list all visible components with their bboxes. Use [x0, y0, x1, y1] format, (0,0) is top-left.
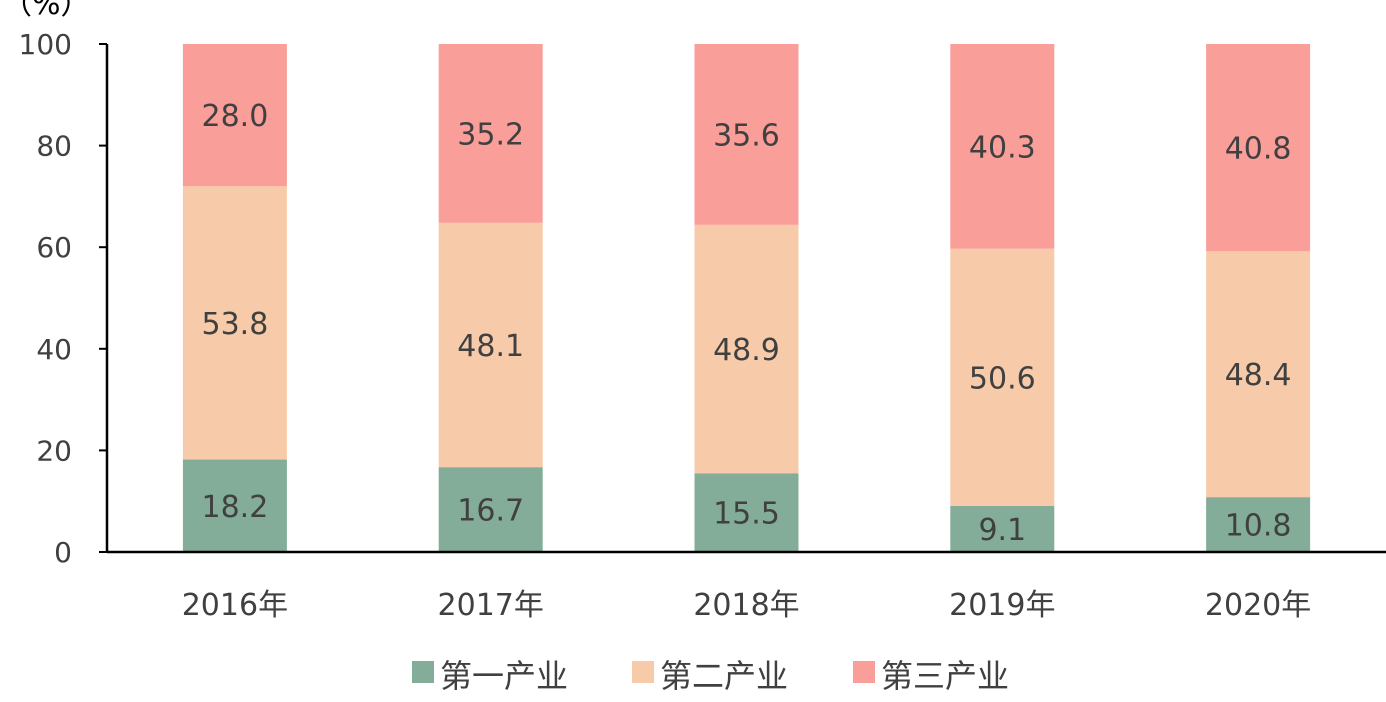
value-label: 40.8 [1225, 132, 1292, 167]
y-tick-label: 100 [19, 28, 72, 61]
legend: 第一产业 第二产业 第三产业 [412, 657, 1009, 695]
x-category-label: 2017年 [438, 588, 544, 623]
value-labels-group: 18.2 53.8 28.0 16.7 48.1 35.2 15.5 48.9 35.6 9.1 5… [202, 99, 1292, 548]
value-label: 35.2 [457, 117, 524, 152]
bar-segment-3 [694, 44, 799, 225]
y-tick-label: 80 [36, 130, 72, 163]
bar-segment-3 [182, 44, 287, 187]
legend-swatch [853, 661, 875, 683]
value-label: 18.2 [202, 490, 269, 525]
bar-segment-2 [950, 248, 1055, 506]
bar-segment-1 [694, 473, 799, 552]
value-label: 16.7 [457, 494, 524, 529]
legend-label: 第三产业 [881, 657, 1009, 695]
x-category-label: 2019年 [949, 588, 1055, 623]
bars-group [182, 44, 1311, 552]
bar-segment-2 [182, 186, 287, 460]
x-category-label: 2020年 [1205, 588, 1311, 623]
value-label: 9.1 [978, 513, 1026, 548]
value-label: 10.8 [1225, 509, 1292, 544]
bar-segment-1 [1206, 497, 1311, 552]
value-label: 40.3 [969, 130, 1036, 165]
bar-segment-1 [950, 505, 1055, 552]
value-label: 28.0 [202, 99, 269, 134]
bar-segment-2 [694, 224, 799, 474]
y-tick-label: 60 [36, 231, 72, 264]
bar-segment-1 [182, 459, 287, 552]
bar-segment-2 [438, 222, 543, 468]
x-category-label: 2018年 [693, 588, 799, 623]
bar-segment-3 [438, 44, 543, 223]
y-axis-unit-label: （%） [2, 0, 91, 22]
value-label: 48.1 [457, 329, 524, 364]
legend-swatch [412, 661, 434, 683]
bar-segment-3 [1206, 44, 1311, 252]
value-label: 15.5 [713, 497, 780, 532]
bar-segment-3 [950, 44, 1055, 249]
value-label: 50.6 [969, 361, 1036, 396]
x-category-label: 2016年 [182, 588, 288, 623]
y-tick-label: 20 [36, 434, 72, 467]
bar-segment-1 [438, 467, 543, 552]
legend-label: 第一产业 [440, 657, 568, 695]
x-axis: 2016年 2017年 2018年 2019年 2020年 [107, 550, 1386, 623]
bar-segment-2 [1206, 251, 1311, 498]
value-label: 48.9 [713, 333, 780, 368]
value-label: 48.4 [1225, 358, 1292, 393]
y-tick-label: 0 [54, 536, 72, 569]
value-label: 53.8 [202, 307, 269, 342]
legend-swatch [632, 661, 654, 683]
y-tick-label: 40 [36, 333, 72, 366]
y-axis: 0 20 40 60 80 100 [19, 28, 109, 569]
legend-label: 第二产业 [660, 657, 788, 695]
value-label: 35.6 [713, 118, 780, 153]
